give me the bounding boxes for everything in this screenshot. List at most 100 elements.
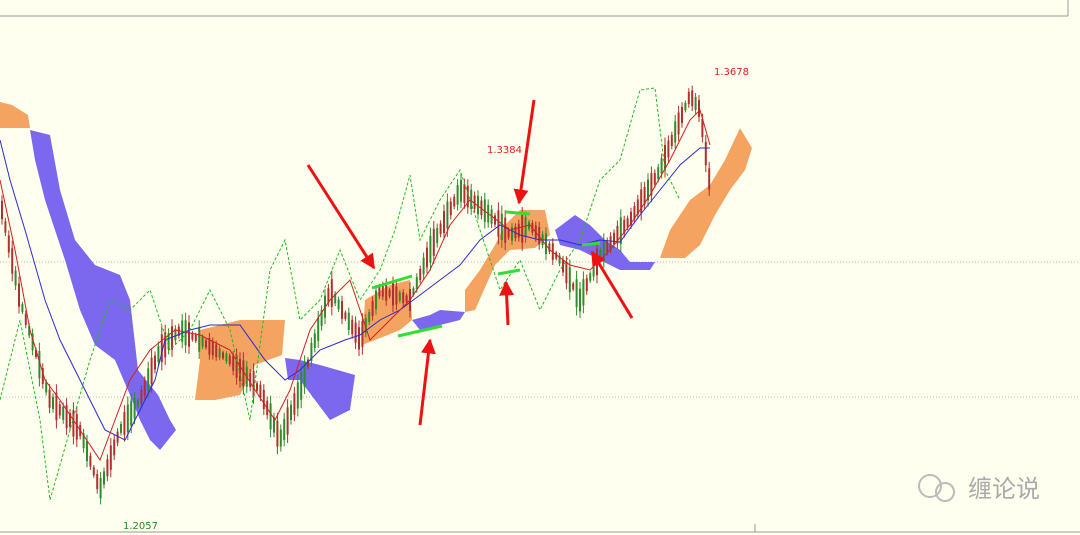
- candle: [439, 223, 442, 235]
- green-mark: [581, 241, 601, 247]
- candle: [174, 328, 177, 341]
- candle: [494, 215, 496, 225]
- candle: [371, 300, 374, 317]
- candle: [354, 322, 357, 343]
- candle: [599, 249, 602, 260]
- arrow: [513, 99, 536, 205]
- candle: [368, 312, 371, 322]
- candle: [303, 362, 306, 387]
- candle: [708, 168, 711, 190]
- candle: [453, 196, 456, 207]
- candle: [507, 229, 510, 238]
- watermark-icon: [935, 482, 955, 502]
- candle: [426, 247, 428, 268]
- candle: [41, 368, 44, 384]
- tenkan-line: [0, 109, 711, 462]
- candle: [194, 334, 197, 342]
- candle: [130, 400, 133, 426]
- cloud-orange: [465, 210, 550, 312]
- candle: [545, 233, 547, 254]
- candle: [558, 255, 561, 264]
- candle: [630, 211, 632, 225]
- candle: [670, 135, 673, 146]
- candle: [436, 228, 439, 244]
- candle: [473, 195, 476, 209]
- cloud-purple: [412, 310, 465, 330]
- candle: [205, 340, 207, 348]
- candle: [606, 240, 609, 253]
- candle: [92, 467, 95, 476]
- candle: [225, 353, 228, 362]
- candle: [358, 327, 360, 350]
- watermark: 缠论说: [918, 474, 1040, 503]
- candle: [466, 185, 469, 208]
- candle: [562, 259, 564, 273]
- price-label: 1.3678: [714, 67, 749, 78]
- cloud-orange: [660, 128, 752, 258]
- candle: [548, 243, 551, 252]
- candle: [14, 270, 17, 286]
- candle: [504, 217, 507, 243]
- candle: [293, 393, 296, 415]
- candle: [7, 235, 10, 253]
- candle: [477, 195, 479, 215]
- candle: [307, 359, 309, 368]
- candle: [109, 445, 112, 470]
- candle: [653, 172, 656, 185]
- candle: [470, 189, 473, 210]
- trend-marks: [371, 210, 601, 338]
- arrow: [499, 280, 515, 326]
- candle: [429, 235, 432, 263]
- candle: [259, 384, 262, 398]
- candle: [582, 279, 585, 306]
- candle: [613, 232, 615, 245]
- candle: [208, 337, 211, 355]
- candle: [619, 217, 622, 245]
- candle: [126, 404, 129, 432]
- candle: [252, 370, 255, 397]
- candle: [500, 213, 503, 240]
- green-mark: [371, 274, 413, 290]
- candle: [657, 167, 660, 179]
- candle: [157, 346, 160, 362]
- candle: [497, 210, 500, 237]
- candle: [140, 389, 143, 404]
- candle: [361, 321, 364, 347]
- candle: [660, 158, 663, 174]
- candle: [694, 96, 697, 110]
- candle: [402, 292, 405, 304]
- candle: [286, 407, 289, 435]
- candle: [691, 90, 694, 107]
- candle: [215, 344, 218, 358]
- candle: [28, 325, 31, 336]
- candle: [687, 91, 690, 105]
- green-mark: [497, 268, 521, 276]
- candle: [320, 310, 323, 326]
- price-label: 1.3384: [487, 145, 522, 156]
- candle: [106, 459, 109, 477]
- candle: [167, 333, 170, 350]
- candle: [171, 326, 173, 350]
- candle: [11, 248, 14, 274]
- cloud-purple: [285, 358, 355, 420]
- candle: [99, 478, 102, 499]
- candle: [412, 288, 415, 295]
- candle: [565, 262, 568, 284]
- candle: [310, 342, 313, 362]
- candle: [143, 380, 146, 396]
- candle: [330, 279, 333, 307]
- candle: [572, 283, 575, 290]
- candle: [279, 429, 282, 447]
- candle: [38, 350, 41, 379]
- candle: [385, 283, 388, 301]
- candle: [62, 406, 65, 420]
- candle: [334, 293, 337, 304]
- candle: [405, 295, 408, 303]
- candle: [398, 292, 401, 301]
- candle: [460, 180, 462, 202]
- candle: [392, 283, 394, 306]
- candle: [681, 107, 683, 123]
- candle: [1, 200, 3, 220]
- candle: [446, 201, 449, 229]
